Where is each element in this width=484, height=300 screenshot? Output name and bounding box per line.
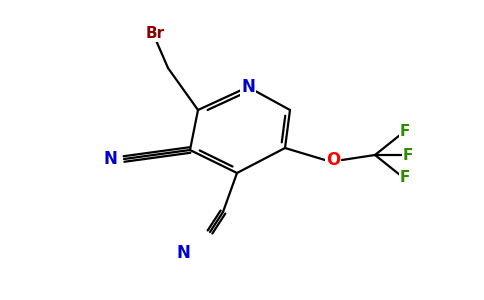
Text: Br: Br [145,26,165,41]
Text: F: F [400,124,410,140]
Text: N: N [103,150,117,168]
Text: F: F [400,170,410,185]
Text: O: O [326,151,340,169]
Text: F: F [403,148,413,163]
Text: N: N [176,244,190,262]
Text: N: N [241,78,255,96]
